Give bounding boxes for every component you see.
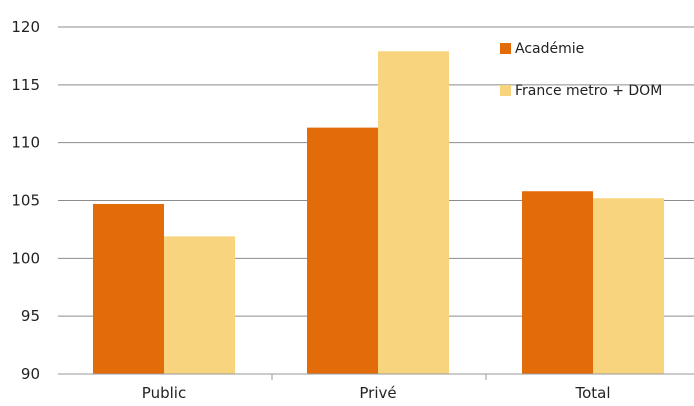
bar-academie-1	[307, 127, 378, 374]
y-tick-label: 110	[11, 134, 40, 152]
legend-label: France metro + DOM	[515, 83, 662, 99]
category-label: Privé	[359, 384, 396, 402]
legend-swatch	[500, 43, 511, 54]
bar-france-2	[593, 198, 664, 374]
y-tick-label: 95	[21, 307, 40, 325]
bar-france-0	[164, 236, 235, 374]
y-tick-label: 105	[11, 192, 40, 210]
y-tick-label: 90	[21, 365, 40, 383]
y-tick-label: 115	[11, 76, 40, 94]
bar-academie-0	[93, 203, 164, 374]
category-label: Public	[142, 384, 186, 402]
bar-france-1	[378, 51, 449, 374]
bars	[93, 51, 664, 374]
bar-academie-2	[522, 191, 593, 374]
y-tick-label: 100	[11, 249, 40, 267]
x-axis-category-labels: Public Privé Total	[142, 384, 611, 402]
category-label: Total	[574, 384, 610, 402]
legend-label: Académie	[515, 41, 584, 57]
x-axis-ticks	[271, 374, 487, 380]
legend-swatch	[500, 85, 511, 96]
y-tick-label: 120	[11, 18, 40, 36]
legend: Académie France metro + DOM	[500, 41, 662, 99]
y-axis-tick-labels: 90 95 100 105 110 115 120	[11, 18, 40, 383]
